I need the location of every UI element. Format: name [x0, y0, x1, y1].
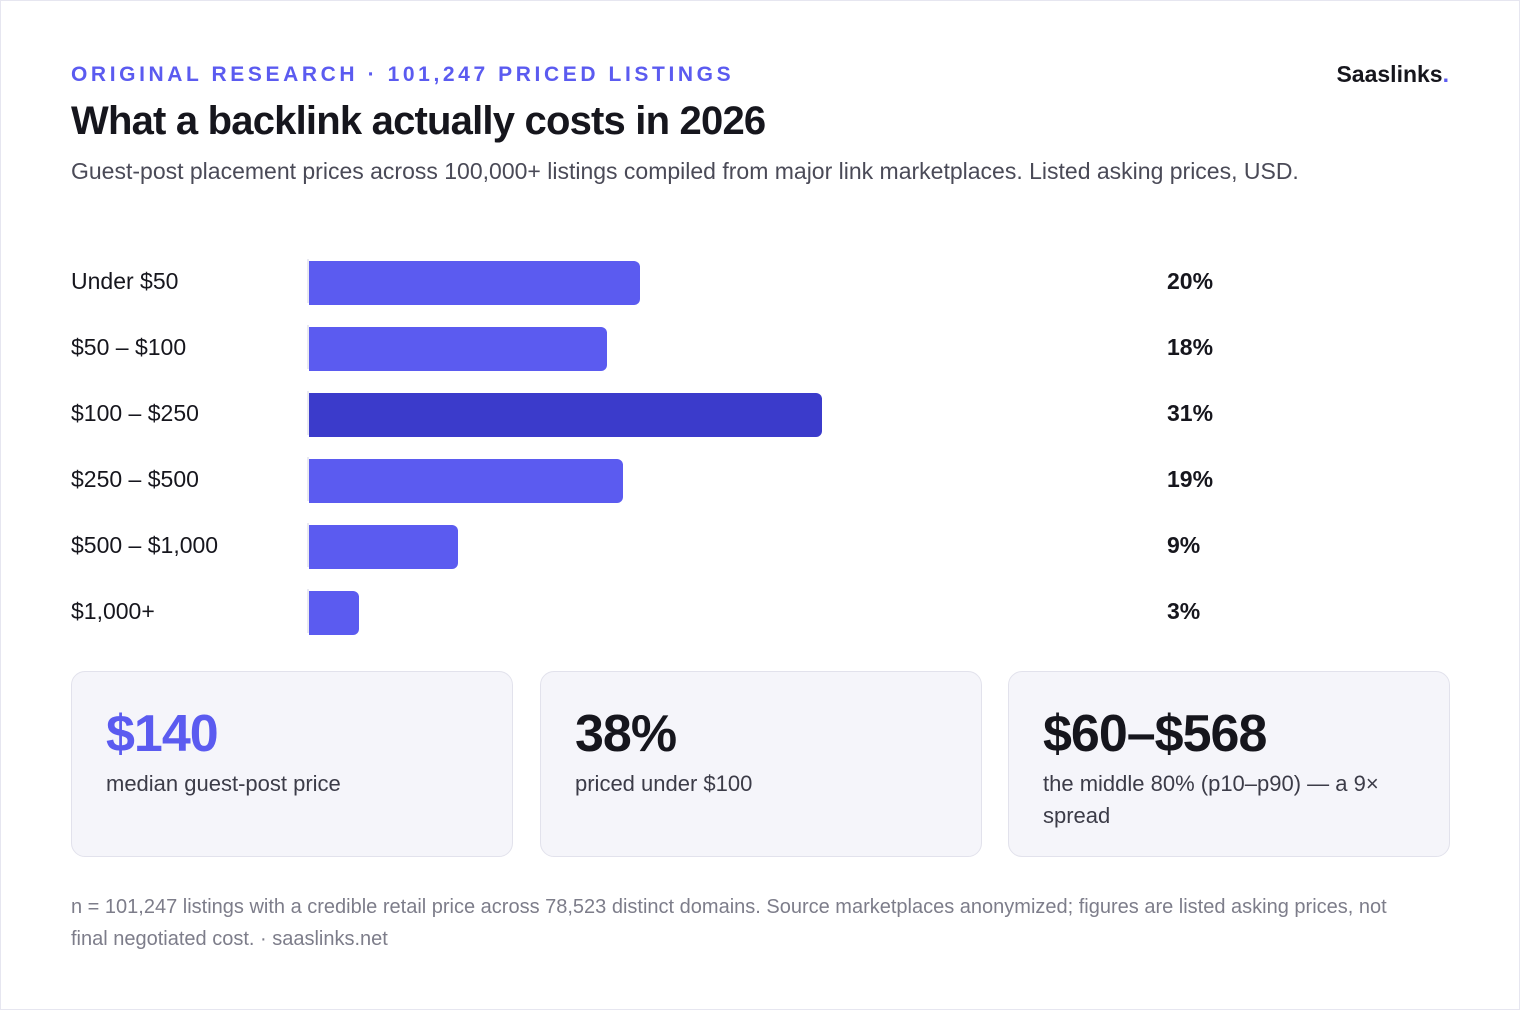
stats-row: $140 median guest-post price 38% priced …: [71, 671, 1451, 861]
chart-row: Under $50 20%: [71, 259, 1451, 305]
category-label: $250 – $500: [71, 466, 199, 492]
stat-value-under-100: 38%: [575, 705, 677, 763]
category-label: $100 – $250: [71, 400, 199, 426]
price-distribution-chart: Under $50 20% $50 – $100 18% $100 – $250 31% $…: [71, 259, 1451, 639]
stat-label-under-100: priced under $100: [575, 771, 753, 796]
stat-value-median: $140: [106, 705, 219, 763]
bar: [309, 393, 822, 437]
bar: [309, 591, 359, 635]
chart-row: $250 – $500 19%: [71, 457, 1451, 503]
value-label: 3%: [1167, 598, 1201, 624]
stat-card-under-100: 38% priced under $100: [540, 671, 982, 857]
chart-row: $100 – $250 31%: [71, 391, 1451, 437]
value-label: 9%: [1167, 532, 1201, 558]
stat-card-middle-80: $60–$568 the middle 80% (p10–p90) — a 9×…: [1008, 671, 1450, 857]
footnote: n = 101,247 listings with a credible ret…: [71, 896, 1387, 950]
bar-track: [307, 391, 1169, 437]
bar: [309, 525, 458, 569]
brand-logo[interactable]: Saaslinks.: [1336, 61, 1449, 88]
category-label: Under $50: [71, 268, 179, 294]
value-label: 20%: [1167, 268, 1214, 294]
category-label: $50 – $100: [71, 334, 187, 360]
value-label: 19%: [1167, 466, 1214, 492]
page-subtitle: Guest-post placement prices across 100,0…: [71, 158, 1299, 184]
stat-card-median: $140 median guest-post price: [71, 671, 513, 857]
bar: [309, 327, 607, 371]
brand-dot: .: [1442, 61, 1449, 87]
category-label: $500 – $1,000: [71, 532, 219, 558]
stat-label-middle-80: the middle 80% (p10–p90) — a 9× spread: [1043, 771, 1379, 828]
bar-track: [307, 589, 1169, 635]
eyebrow-label: ORIGINAL RESEARCH · 101,247 PRICED LISTI…: [71, 63, 735, 86]
bar: [309, 459, 623, 503]
page-title: What a backlink actually costs in 2026: [71, 99, 766, 143]
bar: [309, 261, 640, 305]
bar-track: [307, 457, 1169, 503]
chart-row: $500 – $1,000 9%: [71, 523, 1451, 569]
brand-name: Saaslinks: [1336, 61, 1443, 87]
bar-track: [307, 523, 1169, 569]
stat-value-middle-80: $60–$568: [1043, 705, 1267, 763]
stat-label-median: median guest-post price: [106, 771, 341, 796]
category-label: $1,000+: [71, 598, 155, 624]
value-label: 31%: [1167, 400, 1214, 426]
chart-row: $50 – $100 18%: [71, 325, 1451, 371]
bar-track: [307, 325, 1169, 371]
bar-track: [307, 259, 1169, 305]
value-label: 18%: [1167, 334, 1214, 360]
chart-row: $1,000+ 3%: [71, 589, 1451, 635]
